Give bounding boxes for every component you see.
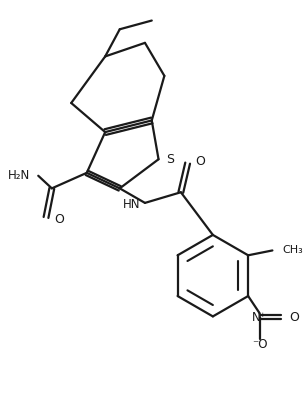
Text: CH₃: CH₃ xyxy=(282,246,303,256)
Text: N⁺: N⁺ xyxy=(252,311,267,324)
Text: O: O xyxy=(54,213,64,226)
Text: HN: HN xyxy=(122,198,140,211)
Text: ⁻O: ⁻O xyxy=(252,338,267,351)
Text: O: O xyxy=(289,311,299,324)
Text: O: O xyxy=(195,155,205,168)
Text: H₂N: H₂N xyxy=(8,169,30,182)
Text: S: S xyxy=(166,154,174,166)
